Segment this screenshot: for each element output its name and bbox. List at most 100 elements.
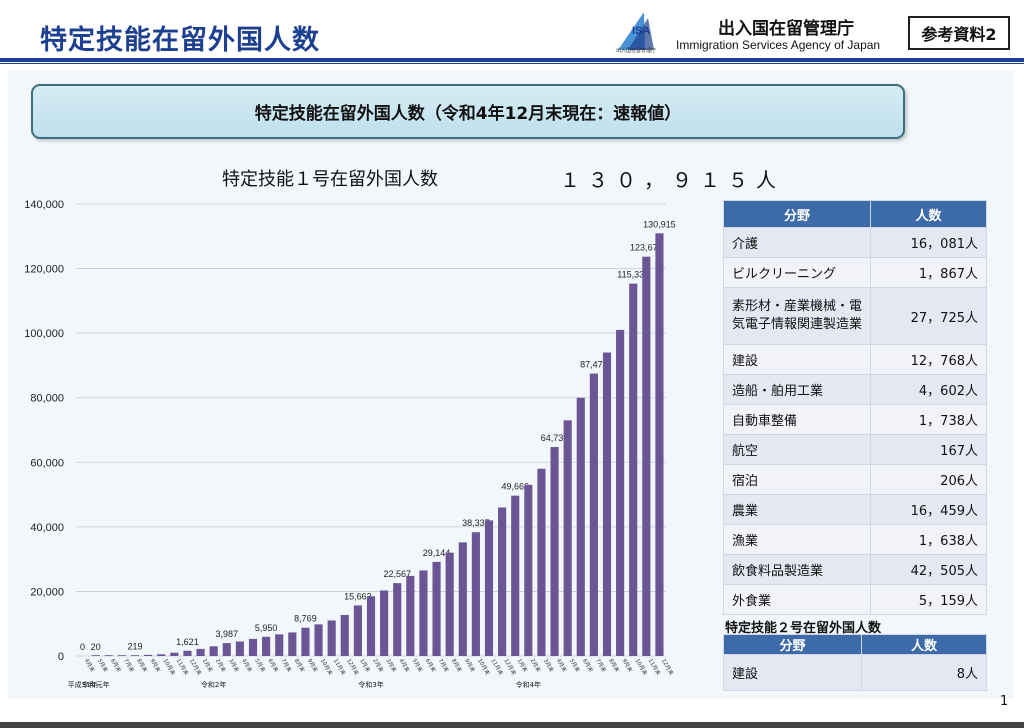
data-label: 3,987	[216, 629, 239, 639]
field-cell: 建設	[723, 344, 871, 375]
x-tick-label: 7月末	[594, 657, 608, 674]
table-header-field: 分野	[723, 634, 862, 655]
count-cell: 16，459人	[870, 494, 987, 525]
data-label: 1,621	[176, 637, 199, 647]
x-tick-label: 4月末	[555, 657, 569, 674]
field-table: 分野 人数 介護 16，081人 ビルクリーニング 1，867人 素形材・産業機械・…	[723, 200, 987, 615]
bar	[524, 484, 533, 656]
era-label: 令和4年	[516, 680, 541, 689]
page-number: 1	[1000, 694, 1009, 709]
bar	[393, 583, 402, 656]
x-tick-label: 6月末	[109, 657, 123, 674]
data-label: 38,337	[462, 518, 490, 528]
x-tick-label: 7月末	[279, 657, 293, 674]
x-tick-label: 8月末	[607, 657, 621, 674]
table2-title: 特定技能２号在留外国人数	[725, 621, 882, 636]
x-tick-label: 9月末	[463, 657, 477, 674]
logo-text: ISA	[632, 25, 650, 37]
table-header-field: 分野	[723, 200, 871, 228]
count-cell: 27，725人	[870, 287, 987, 345]
y-tick-label: 100,000	[24, 328, 64, 340]
bar	[117, 655, 126, 656]
table-row: 漁業 1，638人	[723, 524, 987, 555]
field-cell: 介護	[723, 227, 871, 258]
bar	[471, 532, 480, 656]
page-title: 特定技能在留外国人数	[40, 25, 320, 56]
field-cell: 農業	[723, 494, 871, 525]
x-tick-label: 6月末	[266, 657, 280, 674]
bar	[327, 620, 336, 656]
x-tick-label: 3月末	[542, 657, 556, 674]
bar	[91, 655, 100, 656]
bar	[183, 650, 192, 656]
x-tick-label: 9月末	[148, 657, 162, 674]
table-row: 航空 167人	[723, 434, 987, 465]
y-tick-label: 60,000	[30, 457, 64, 469]
table-row: 外食業 5，159人	[723, 584, 987, 615]
bar	[629, 283, 638, 656]
bar	[170, 652, 179, 656]
x-tick-label: 9月末	[306, 657, 320, 674]
x-tick-label: 3月末	[384, 657, 398, 674]
data-label: 64,730	[541, 433, 569, 443]
x-tick-label: 7月末	[437, 657, 451, 674]
x-tick-label: 4月末	[397, 657, 411, 674]
x-tick-label: 4月末	[83, 657, 97, 674]
count-cell: 1，638人	[870, 524, 987, 555]
bar	[655, 233, 664, 656]
field-cell: 飲食料品製造業	[723, 554, 871, 585]
x-tick-label: 1月末	[358, 657, 372, 674]
bar	[222, 643, 231, 656]
table-row: 造船・舶用工業 4，602人	[723, 374, 987, 405]
bar	[498, 507, 507, 656]
data-label: 130,915	[643, 219, 676, 229]
agency-name-en: Immigration Services Agency of Japan	[676, 38, 881, 52]
field-cell: 建設	[723, 654, 862, 691]
reference-label: 参考資料2	[908, 16, 1010, 50]
data-label: 22,567	[383, 569, 411, 579]
bar	[484, 520, 494, 656]
x-tick-label: 8月末	[450, 657, 464, 674]
bar	[130, 655, 140, 656]
x-tick-label: 8月末	[293, 657, 307, 674]
data-label: 20	[91, 642, 101, 652]
table-header-count: 人数	[870, 200, 987, 228]
field-cell: 宿泊	[723, 464, 871, 495]
count-cell: 42，505人	[870, 554, 987, 585]
bar	[301, 627, 310, 656]
data-label: 87,471	[580, 360, 608, 370]
count-cell: 4，602人	[870, 374, 987, 405]
x-tick-label: 5月末	[253, 657, 267, 674]
field-cell: 外食業	[723, 584, 871, 615]
bar	[419, 570, 428, 656]
chart-total: １３０，９１５人	[560, 168, 784, 192]
banner: 特定技能在留外国人数（令和4年12月末現在：速報値）	[31, 84, 905, 139]
bottom-bar	[0, 722, 1024, 728]
count-cell: 1，738人	[870, 404, 987, 435]
y-tick-label: 140,000	[24, 199, 64, 211]
bar	[353, 605, 362, 656]
bar	[196, 648, 205, 656]
data-label: 8,769	[294, 614, 317, 624]
header-rule	[0, 58, 1024, 62]
bar	[340, 614, 349, 656]
x-tick-label: 1月末	[201, 657, 215, 674]
bar	[576, 397, 585, 656]
bar	[262, 636, 271, 656]
x-tick-label: 9月末	[620, 657, 634, 674]
data-label: 5,950	[255, 623, 278, 633]
bar	[537, 468, 546, 656]
bar	[235, 641, 244, 656]
table-row: 宿泊 206人	[723, 464, 987, 495]
x-tick-label: 5月末	[411, 657, 425, 674]
table-header-count: 人数	[860, 634, 988, 655]
table-row: 素形材・産業機械・電気電子情報関連製造業 27，725人	[723, 287, 987, 345]
y-tick-label: 120,000	[24, 264, 64, 276]
table-row: 建設 12，768人	[723, 344, 987, 375]
table-row: 飲食料品製造業 42，505人	[723, 554, 987, 585]
header-rule-thin	[0, 63, 1024, 64]
bar	[550, 447, 559, 656]
bar	[602, 352, 612, 656]
y-tick-label: 40,000	[30, 522, 64, 534]
bar	[432, 561, 441, 656]
